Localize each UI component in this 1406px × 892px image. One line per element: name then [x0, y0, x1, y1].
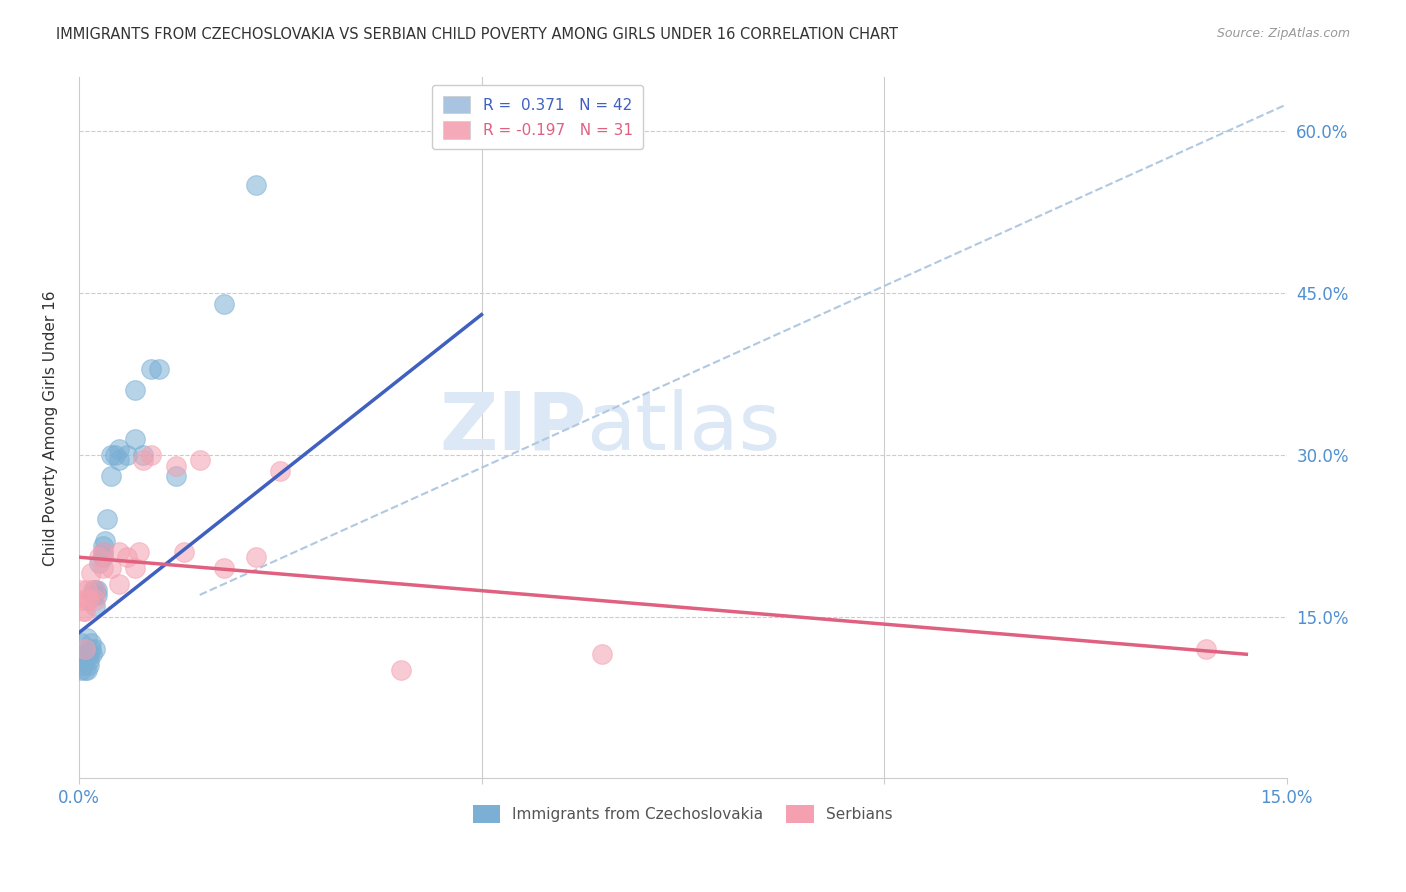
Point [91, 545, 114, 559]
Point [1195, 641, 1218, 656]
Point [108, 545, 131, 559]
Point [91, 545, 114, 559]
Point [108, 442, 131, 457]
Point [389, 664, 412, 678]
Point [86, 582, 108, 597]
Point [132, 448, 155, 462]
Point [173, 545, 195, 559]
Point [188, 453, 211, 467]
Point [82, 582, 104, 597]
Point [91, 540, 114, 554]
Point [591, 647, 613, 661]
Point [76, 647, 98, 661]
Point [84, 582, 107, 597]
Point [84, 582, 107, 597]
Point [100, 469, 122, 483]
Point [77, 658, 100, 673]
Point [245, 178, 267, 193]
Point [104, 448, 127, 462]
Point [93, 534, 115, 549]
Point [75, 647, 97, 661]
Point [72, 604, 94, 618]
Point [165, 469, 187, 483]
Point [70, 593, 93, 607]
Point [245, 550, 267, 565]
Point [100, 448, 122, 462]
Point [75, 647, 97, 661]
Point [75, 641, 97, 656]
Point [141, 448, 163, 462]
Point [96, 512, 118, 526]
Point [84, 599, 107, 613]
Point [77, 593, 100, 607]
Point [117, 550, 139, 565]
Point [76, 631, 98, 645]
Point [82, 588, 104, 602]
Point [165, 458, 187, 473]
Point [72, 658, 94, 673]
Point [148, 361, 170, 376]
Point [80, 636, 103, 650]
Y-axis label: Child Poverty Among Girls Under 16: Child Poverty Among Girls Under 16 [44, 290, 58, 566]
Point [117, 448, 139, 462]
Point [108, 453, 131, 467]
Point [128, 545, 150, 559]
Point [86, 588, 108, 602]
Point [73, 604, 96, 618]
Point [79, 647, 101, 661]
Point [87, 550, 110, 565]
Point [84, 593, 107, 607]
Point [124, 383, 146, 397]
Point [73, 664, 96, 678]
Point [70, 636, 93, 650]
Point [132, 453, 155, 467]
Point [76, 664, 98, 678]
Point [84, 641, 107, 656]
Point [80, 566, 103, 581]
Point [80, 641, 103, 656]
Text: Source: ZipAtlas.com: Source: ZipAtlas.com [1216, 27, 1350, 40]
Point [141, 361, 163, 376]
Point [91, 561, 114, 575]
Point [108, 577, 131, 591]
Point [87, 556, 110, 570]
Point [80, 647, 103, 661]
Point [70, 664, 93, 678]
Legend: Immigrants from Czechoslovakia, Serbians: Immigrants from Czechoslovakia, Serbians [463, 795, 904, 834]
Point [79, 652, 101, 666]
Text: ZIP: ZIP [439, 389, 586, 467]
Point [100, 561, 122, 575]
Point [212, 561, 235, 575]
Point [124, 432, 146, 446]
Point [269, 464, 291, 478]
Point [124, 561, 146, 575]
Text: IMMIGRANTS FROM CZECHOSLOVAKIA VS SERBIAN CHILD POVERTY AMONG GIRLS UNDER 16 COR: IMMIGRANTS FROM CZECHOSLOVAKIA VS SERBIA… [56, 27, 898, 42]
Text: atlas: atlas [586, 389, 780, 467]
Point [76, 593, 98, 607]
Point [76, 582, 98, 597]
Point [212, 297, 235, 311]
Point [91, 550, 114, 565]
Point [70, 582, 93, 597]
